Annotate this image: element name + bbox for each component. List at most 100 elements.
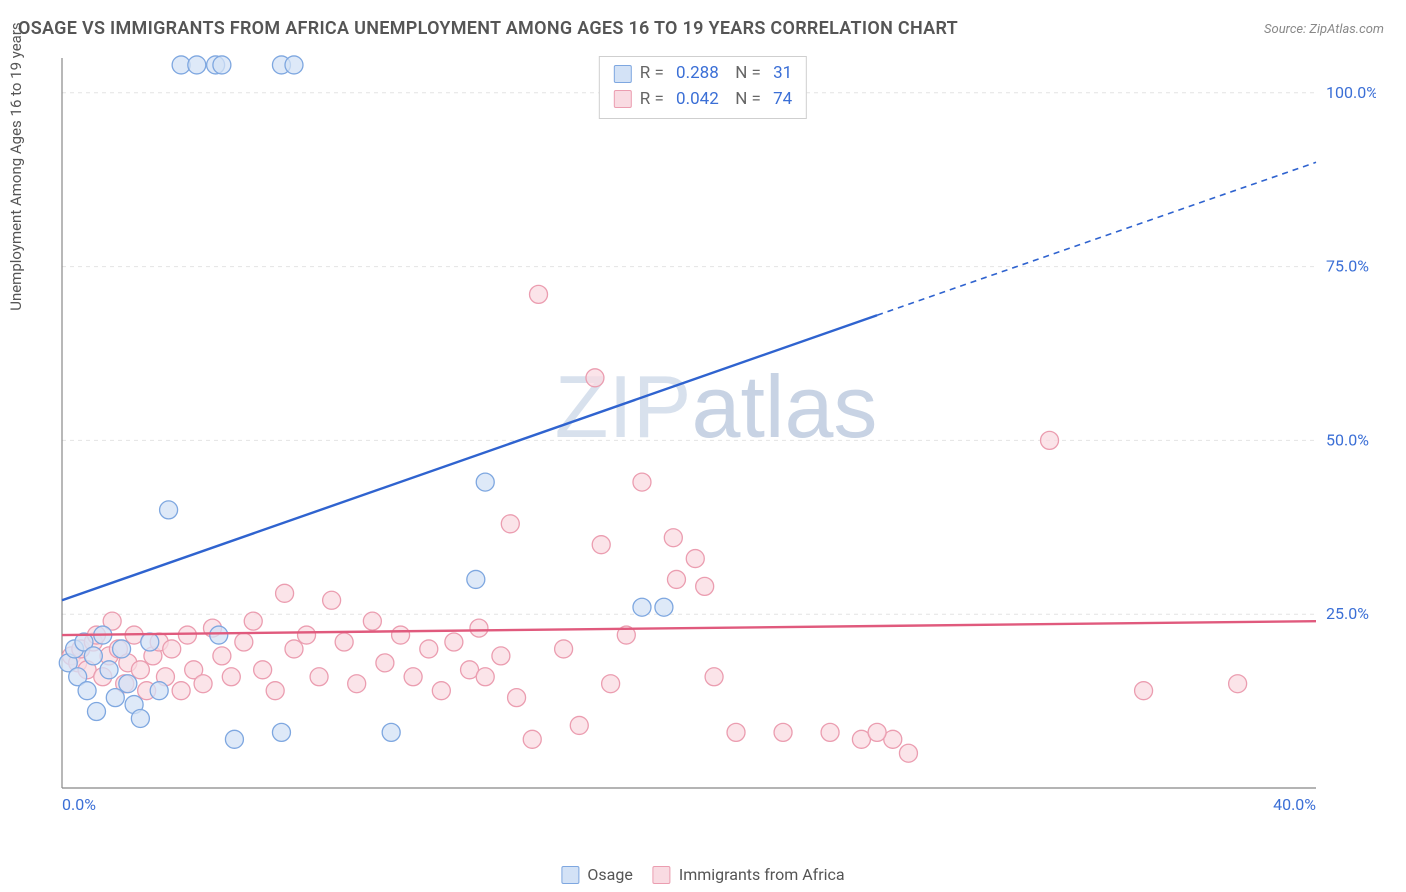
data-point	[298, 626, 316, 644]
data-point	[254, 661, 272, 679]
legend-swatch	[614, 65, 632, 83]
data-point	[501, 515, 519, 533]
data-point	[222, 668, 240, 686]
stats-legend: R = 0.288 N = 31R = 0.042 N = 74	[599, 56, 807, 119]
data-point	[696, 577, 714, 595]
y-tick-label: 50.0%	[1326, 430, 1369, 449]
data-point	[705, 668, 723, 686]
data-point	[285, 640, 303, 658]
data-point	[1041, 431, 1059, 449]
stats-row: R = 0.288 N = 31	[614, 61, 792, 87]
legend-label: Immigrants from Africa	[679, 865, 845, 884]
data-point	[163, 640, 181, 658]
legend-swatch	[561, 866, 579, 884]
stat-n-label: N =	[727, 87, 765, 113]
data-point	[285, 56, 303, 74]
data-point	[150, 682, 168, 700]
legend-item: Immigrants from Africa	[653, 865, 845, 884]
legend-swatch	[614, 90, 632, 108]
stat-n-value: 31	[773, 61, 792, 87]
data-point	[119, 675, 137, 693]
data-point	[382, 723, 400, 741]
data-point	[210, 626, 228, 644]
stats-row: R = 0.042 N = 74	[614, 87, 792, 113]
data-point	[1229, 675, 1247, 693]
y-tick-label: 25.0%	[1326, 604, 1369, 623]
data-point	[470, 619, 488, 637]
data-point	[310, 668, 328, 686]
legend-swatch	[653, 866, 671, 884]
stat-r-value: 0.288	[676, 61, 719, 87]
data-point	[774, 723, 792, 741]
data-point	[868, 723, 886, 741]
y-tick-label: 100.0%	[1326, 83, 1376, 102]
stat-n-label: N =	[727, 61, 765, 87]
stat-r-label: R =	[640, 61, 668, 87]
data-point	[420, 640, 438, 658]
data-point	[523, 730, 541, 748]
data-point	[106, 689, 124, 707]
data-point	[335, 633, 353, 651]
series-legend: Osage Immigrants from Africa	[561, 865, 844, 884]
data-point	[272, 723, 290, 741]
data-point	[78, 682, 96, 700]
data-point	[592, 536, 610, 554]
data-point	[276, 584, 294, 602]
data-point	[213, 56, 231, 74]
data-point	[131, 709, 149, 727]
data-point	[160, 501, 178, 519]
data-point	[188, 56, 206, 74]
data-point	[432, 682, 450, 700]
stat-n-value: 74	[773, 87, 792, 113]
data-point	[113, 640, 131, 658]
data-point	[178, 626, 196, 644]
data-point	[508, 689, 526, 707]
data-point	[348, 675, 366, 693]
data-point	[376, 654, 394, 672]
y-tick-label: 75.0%	[1326, 257, 1369, 276]
data-point	[467, 570, 485, 588]
data-point	[667, 570, 685, 588]
trend-line-extrapolated	[877, 162, 1316, 315]
data-point	[445, 633, 463, 651]
data-point	[492, 647, 510, 665]
data-point	[141, 633, 159, 651]
stat-r-label: R =	[640, 87, 668, 113]
data-point	[84, 647, 102, 665]
data-point	[899, 744, 917, 762]
data-point	[1135, 682, 1153, 700]
x-tick-label: 0.0%	[62, 795, 96, 814]
data-point	[602, 675, 620, 693]
stat-r-value: 0.042	[676, 87, 719, 113]
data-point	[664, 529, 682, 547]
data-point	[363, 612, 381, 630]
data-point	[633, 598, 651, 616]
data-point	[225, 730, 243, 748]
data-point	[476, 668, 494, 686]
data-point	[213, 647, 231, 665]
data-point	[100, 661, 118, 679]
data-point	[266, 682, 284, 700]
data-point	[633, 473, 651, 491]
data-point	[323, 591, 341, 609]
scatter-plot: ZIPatlas25.0%50.0%75.0%100.0%0.0%40.0%	[56, 52, 1376, 822]
source-label: Source: ZipAtlas.com	[1264, 22, 1384, 37]
data-point	[244, 612, 262, 630]
data-point	[194, 675, 212, 693]
data-point	[530, 285, 548, 303]
legend-label: Osage	[587, 865, 632, 884]
data-point	[655, 598, 673, 616]
data-point	[392, 626, 410, 644]
legend-item: Osage	[561, 865, 632, 884]
data-point	[404, 668, 422, 686]
data-point	[555, 640, 573, 658]
data-point	[131, 661, 149, 679]
chart-container: OSAGE VS IMMIGRANTS FROM AFRICA UNEMPLOY…	[0, 0, 1406, 892]
data-point	[476, 473, 494, 491]
data-point	[686, 550, 704, 568]
data-point	[727, 723, 745, 741]
data-point	[235, 633, 253, 651]
chart-title: OSAGE VS IMMIGRANTS FROM AFRICA UNEMPLOY…	[18, 18, 958, 39]
data-point	[821, 723, 839, 741]
x-tick-label: 40.0%	[1273, 795, 1316, 814]
